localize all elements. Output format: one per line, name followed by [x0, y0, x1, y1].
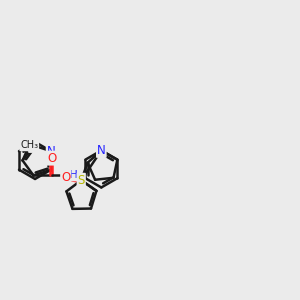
- Text: N: N: [47, 145, 56, 158]
- Text: N: N: [29, 139, 38, 152]
- Text: O: O: [47, 152, 57, 165]
- Text: NH: NH: [62, 170, 79, 180]
- Text: N: N: [97, 144, 106, 157]
- Text: CH₃: CH₃: [20, 140, 38, 150]
- Text: S: S: [78, 174, 85, 187]
- Text: O: O: [61, 171, 70, 184]
